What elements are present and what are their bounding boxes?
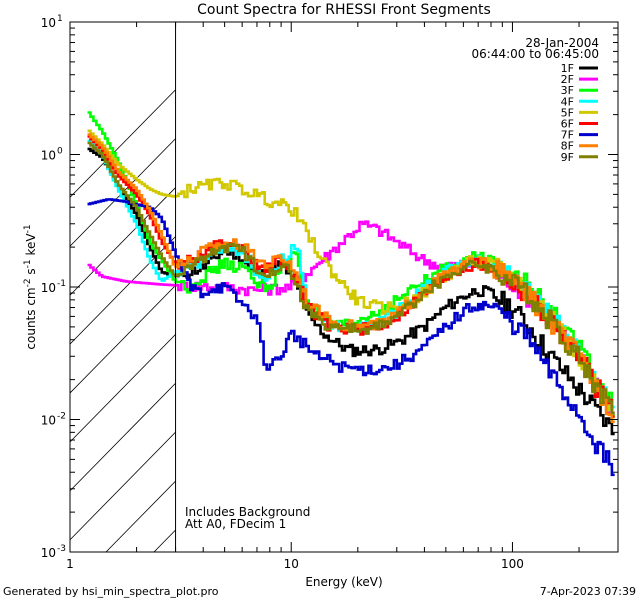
- y-axis-label-exp2: -1: [23, 259, 33, 268]
- legend-label: 7F: [561, 129, 574, 142]
- hatch-line: [70, 235, 176, 345]
- footer-timestamp: 7-Apr-2023 07:39: [540, 585, 636, 598]
- y-tick-label: 10: [41, 149, 56, 163]
- legend-label: 9F: [561, 151, 574, 164]
- series-line-2F: [87, 220, 615, 415]
- y-axis-label-exp1: -2: [23, 278, 33, 287]
- y-tick-label-exponent: -2: [57, 412, 66, 422]
- note-background: Includes Background: [185, 505, 310, 519]
- y-tick-label-exponent: -3: [57, 544, 66, 554]
- footer-generated-by: Generated by hsi_min_spectra_plot.pro: [3, 585, 219, 598]
- y-tick-label: 10: [41, 414, 56, 428]
- chart-title: Count Spectra for RHESSI Front Segments: [197, 2, 491, 18]
- y-axis-label-end: keV: [24, 233, 38, 260]
- hatch-line: [70, 89, 176, 198]
- y-tick-label: 10: [41, 546, 56, 560]
- y-tick-label-exponent: 0: [57, 147, 63, 157]
- y-tick-label-exponent: 1: [57, 14, 63, 24]
- note-attenuator: Att A0, FDecim 1: [185, 517, 286, 531]
- x-tick-label: 10: [284, 557, 299, 571]
- legend-label: 5F: [561, 106, 574, 119]
- legend-label: 2F: [561, 73, 574, 86]
- legend-label: 6F: [561, 118, 574, 131]
- y-axis-label: counts cm-2 s-1 keV-1: [23, 224, 38, 349]
- legend-label: 3F: [561, 84, 574, 97]
- y-axis-label-exp3: -1: [23, 224, 33, 233]
- y-axis-label-mid: s: [24, 268, 38, 278]
- x-axis-label: Energy (keV): [305, 575, 382, 589]
- observation-time-range: 06:44:00 to 06:45:00: [472, 47, 599, 61]
- x-tick-label: 100: [501, 557, 524, 571]
- hatch-line: [70, 382, 176, 492]
- observation-date: 28-Jan-2004: [525, 36, 599, 50]
- series-line-4F: [87, 139, 615, 412]
- y-tick-label: 10: [41, 281, 56, 295]
- legend-label: 4F: [561, 95, 574, 108]
- hatch-line: [70, 431, 176, 541]
- series-line-7F: [87, 198, 615, 477]
- legend-label: 8F: [561, 140, 574, 153]
- legend-label: 1F: [561, 62, 574, 75]
- x-tick-label: 1: [66, 557, 74, 571]
- hatch-line: [634, 22, 640, 552]
- y-axis-label-main: counts cm: [24, 287, 38, 349]
- series-lines: [87, 111, 615, 477]
- excluded-energy-hatching: [70, 22, 640, 552]
- hatch-line: [70, 284, 176, 394]
- y-tick-label-exponent: -1: [57, 279, 66, 289]
- y-tick-label: 10: [41, 16, 56, 30]
